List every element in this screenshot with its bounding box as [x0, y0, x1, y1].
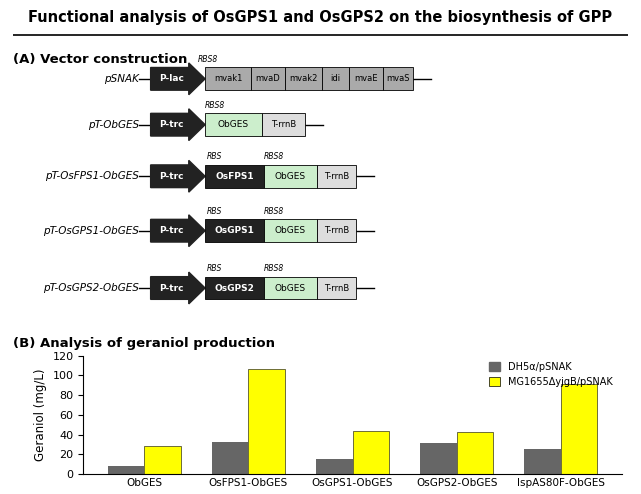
- Text: pT-OsGPS2-ObGES: pT-OsGPS2-ObGES: [43, 283, 139, 293]
- Bar: [317, 277, 356, 299]
- Text: mvaE: mvaE: [354, 74, 378, 83]
- Bar: [561, 384, 597, 474]
- Text: mvaS: mvaS: [387, 74, 410, 83]
- Bar: [144, 446, 181, 474]
- Bar: [205, 219, 264, 242]
- Text: pSNAK: pSNAK: [104, 74, 139, 84]
- Bar: [322, 68, 349, 90]
- Bar: [317, 165, 356, 188]
- Polygon shape: [151, 109, 205, 141]
- Text: pT-OsFPS1-ObGES: pT-OsFPS1-ObGES: [46, 171, 139, 181]
- Bar: [212, 442, 249, 474]
- Text: RBS: RBS: [206, 152, 222, 162]
- Text: RBS8: RBS8: [263, 264, 284, 273]
- Bar: [420, 443, 456, 474]
- Text: RBS8: RBS8: [198, 55, 219, 64]
- Polygon shape: [151, 63, 205, 95]
- Bar: [205, 68, 251, 90]
- Y-axis label: Geraniol (mg/L): Geraniol (mg/L): [34, 369, 47, 461]
- Text: T-rrnB: T-rrnB: [324, 226, 349, 235]
- Text: P-trc: P-trc: [159, 172, 183, 181]
- Text: ObGES: ObGES: [218, 120, 249, 129]
- Bar: [205, 165, 264, 188]
- Bar: [251, 68, 285, 90]
- Bar: [524, 449, 561, 474]
- Text: mvaD: mvaD: [256, 74, 280, 83]
- Polygon shape: [151, 272, 205, 304]
- Text: P-trc: P-trc: [159, 120, 183, 129]
- Text: RBS8: RBS8: [263, 152, 284, 162]
- Text: OsFPS1: OsFPS1: [215, 172, 254, 181]
- Text: P-trc: P-trc: [159, 226, 183, 235]
- Text: ObGES: ObGES: [275, 226, 306, 235]
- Text: Functional analysis of OsGPS1 and OsGPS2 on the biosynthesis of GPP: Functional analysis of OsGPS1 and OsGPS2…: [28, 9, 613, 25]
- Bar: [264, 219, 317, 242]
- Polygon shape: [151, 215, 205, 247]
- Text: mvak1: mvak1: [214, 74, 242, 83]
- Bar: [353, 431, 389, 474]
- Bar: [108, 466, 144, 474]
- Bar: [205, 113, 262, 136]
- Text: OsGPS2: OsGPS2: [215, 284, 254, 292]
- Text: idi: idi: [331, 74, 340, 83]
- Bar: [285, 68, 322, 90]
- Text: (B) Analysis of geraniol production: (B) Analysis of geraniol production: [13, 337, 275, 350]
- Text: T-rrnB: T-rrnB: [271, 120, 296, 129]
- Bar: [317, 219, 356, 242]
- Text: mvak2: mvak2: [289, 74, 317, 83]
- Text: T-rrnB: T-rrnB: [324, 284, 349, 292]
- Text: (A) Vector construction: (A) Vector construction: [13, 53, 187, 66]
- Text: RBS: RBS: [206, 264, 222, 273]
- Text: P-trc: P-trc: [159, 284, 183, 292]
- Text: RBS8: RBS8: [263, 207, 284, 216]
- Text: T-rrnB: T-rrnB: [324, 172, 349, 181]
- Bar: [205, 277, 264, 299]
- Bar: [349, 68, 383, 90]
- Legend: DH5α/pSNAK, MG1655ΔyjgB/pSNAK: DH5α/pSNAK, MG1655ΔyjgB/pSNAK: [485, 358, 617, 391]
- Text: pT-ObGES: pT-ObGES: [88, 120, 139, 130]
- Text: pT-OsGPS1-ObGES: pT-OsGPS1-ObGES: [43, 226, 139, 236]
- Text: ObGES: ObGES: [275, 284, 306, 292]
- Text: ObGES: ObGES: [275, 172, 306, 181]
- Bar: [262, 113, 305, 136]
- Bar: [264, 165, 317, 188]
- Bar: [383, 68, 413, 90]
- Text: OsGPS1: OsGPS1: [215, 226, 254, 235]
- Bar: [316, 459, 353, 474]
- Text: RBS: RBS: [206, 207, 222, 216]
- Bar: [249, 369, 285, 474]
- Polygon shape: [151, 161, 205, 192]
- Bar: [264, 277, 317, 299]
- Text: P-lac: P-lac: [159, 74, 184, 83]
- Bar: [456, 432, 493, 474]
- Text: RBS8: RBS8: [204, 101, 225, 110]
